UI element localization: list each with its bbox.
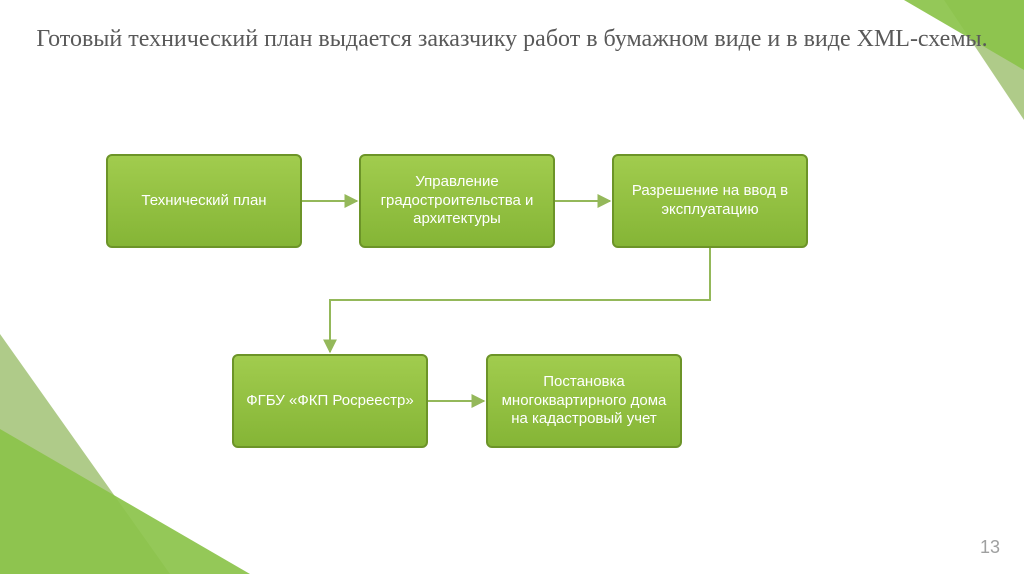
flowchart-edge <box>330 248 710 352</box>
flowchart-node: Разрешение на ввод в эксплуатацию <box>612 154 808 248</box>
flowchart-node: Постановка многоквартирного дома на када… <box>486 354 682 448</box>
corner-accent-bl <box>0 429 250 574</box>
flowchart-node: ФГБУ «ФКП Росреестр» <box>232 354 428 448</box>
flowchart-node: Управление градостроительства и архитект… <box>359 154 555 248</box>
flowchart-node: Технический план <box>106 154 302 248</box>
slide-title: Готовый технический план выдается заказч… <box>0 24 1024 55</box>
page-number: 13 <box>980 537 1000 558</box>
